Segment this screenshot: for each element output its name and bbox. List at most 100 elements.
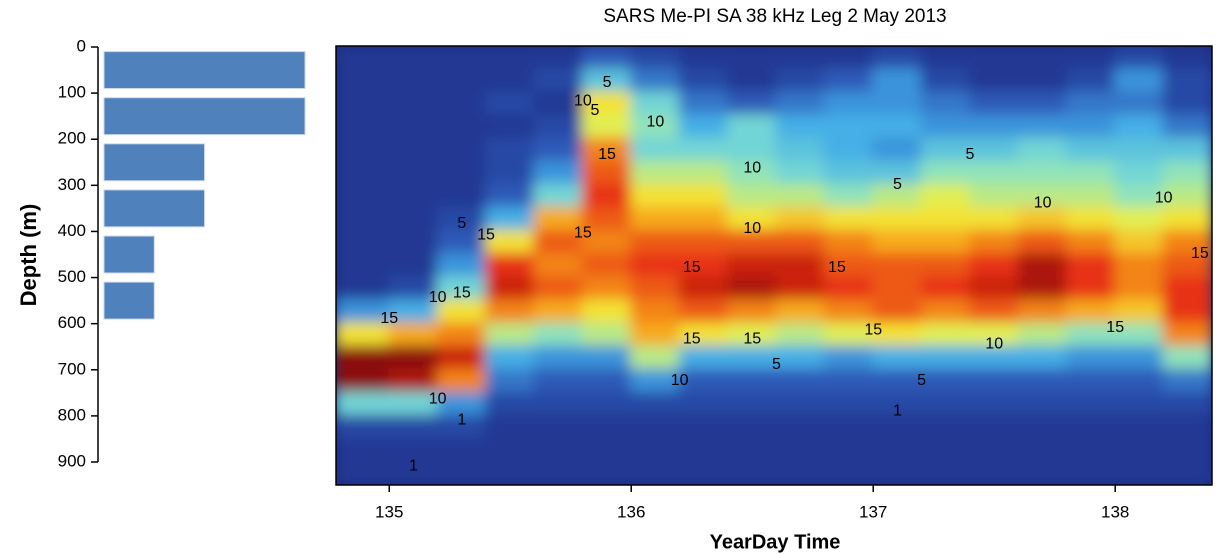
contour-label: 15 bbox=[743, 331, 761, 348]
heat-cell bbox=[1065, 68, 1117, 94]
heat-cell bbox=[1065, 322, 1117, 348]
heat-cell bbox=[336, 460, 391, 485]
heat-cell bbox=[920, 46, 972, 71]
heat-cell bbox=[630, 229, 681, 255]
heat-cell bbox=[823, 206, 875, 232]
heat-cell bbox=[1017, 206, 1068, 232]
heat-cell bbox=[485, 137, 536, 163]
heat-cell bbox=[1162, 276, 1212, 302]
heat-cell bbox=[1114, 183, 1165, 209]
heat-cell bbox=[678, 114, 730, 140]
heat-cell bbox=[485, 276, 536, 302]
heat-cell bbox=[581, 183, 633, 209]
heat-cell bbox=[630, 68, 681, 94]
heat-cell bbox=[436, 437, 488, 463]
heat-cell bbox=[485, 437, 536, 463]
heat-cell bbox=[775, 345, 826, 371]
x-tick-label: 135 bbox=[375, 502, 403, 521]
heat-cell bbox=[581, 345, 633, 371]
heat-cell bbox=[388, 183, 439, 209]
heat-cell bbox=[581, 160, 633, 186]
heat-cell bbox=[436, 68, 488, 94]
heat-cell bbox=[920, 229, 972, 255]
heat-cell bbox=[727, 68, 778, 94]
heat-cell bbox=[727, 414, 778, 440]
y-tick-label: 700 bbox=[58, 359, 86, 378]
heat-cell bbox=[630, 414, 681, 440]
heat-cell bbox=[969, 322, 1020, 348]
heat-cell bbox=[678, 460, 730, 485]
contour-label: 15 bbox=[598, 146, 616, 163]
heat-cell bbox=[678, 322, 730, 348]
heat-cell bbox=[336, 437, 391, 463]
heat-cell bbox=[630, 299, 681, 325]
heat-cell bbox=[920, 345, 972, 371]
heat-cell bbox=[1162, 460, 1212, 485]
contour-label: 10 bbox=[743, 160, 761, 177]
heat-cell bbox=[775, 437, 826, 463]
heat-cell bbox=[1114, 414, 1165, 440]
heat-cell bbox=[388, 368, 439, 394]
heat-cell bbox=[775, 460, 826, 485]
contour-label: 1 bbox=[893, 402, 902, 419]
bar bbox=[103, 97, 306, 136]
heat-cell bbox=[388, 68, 439, 94]
heat-cell bbox=[727, 391, 778, 417]
heat-cell bbox=[485, 299, 536, 325]
heat-cell bbox=[872, 437, 923, 463]
heat-cell bbox=[533, 345, 584, 371]
heat-cell bbox=[727, 252, 778, 279]
heat-cell bbox=[581, 368, 633, 394]
heat-cell bbox=[485, 322, 536, 348]
heat-cell bbox=[388, 437, 439, 463]
heat-cell bbox=[436, 322, 488, 348]
heat-cell bbox=[1114, 137, 1165, 163]
heat-cell bbox=[436, 229, 488, 255]
heat-cell bbox=[920, 322, 972, 348]
y-tick-label: 400 bbox=[58, 221, 86, 240]
heat-cell bbox=[436, 368, 488, 394]
heat-cell bbox=[727, 183, 778, 209]
bar bbox=[103, 51, 306, 89]
heat-cell bbox=[1162, 46, 1212, 71]
heat-cell bbox=[775, 229, 826, 255]
heat-cell bbox=[1114, 460, 1165, 485]
heat-cell bbox=[872, 137, 923, 163]
heat-cell bbox=[581, 414, 633, 440]
heat-cell bbox=[823, 437, 875, 463]
heat-cell bbox=[533, 368, 584, 394]
heat-cell bbox=[581, 391, 633, 417]
heat-cell bbox=[581, 252, 633, 279]
heat-cell bbox=[727, 276, 778, 302]
heat-cell bbox=[533, 137, 584, 163]
contour-label: 15 bbox=[380, 310, 398, 327]
heat-cell bbox=[336, 229, 391, 255]
heat-cell bbox=[969, 414, 1020, 440]
heat-cell bbox=[920, 414, 972, 440]
heat-cell bbox=[1114, 252, 1165, 279]
heat-cell bbox=[1017, 322, 1068, 348]
heat-cell bbox=[336, 276, 391, 302]
heat-cell bbox=[581, 137, 633, 163]
heat-cell bbox=[1017, 137, 1068, 163]
heat-cell bbox=[336, 160, 391, 186]
heat-cell bbox=[823, 276, 875, 302]
heat-cell bbox=[533, 160, 584, 186]
heat-cell bbox=[630, 252, 681, 279]
heat-cell bbox=[775, 68, 826, 94]
heat-cell bbox=[336, 91, 391, 117]
heat-cell bbox=[1114, 114, 1165, 140]
heat-cell bbox=[436, 460, 488, 485]
heat-cell bbox=[775, 46, 826, 71]
heat-cell bbox=[1017, 68, 1068, 94]
heat-cell bbox=[727, 114, 778, 140]
heat-cell bbox=[1162, 68, 1212, 94]
heat-cell bbox=[1065, 252, 1117, 279]
bar bbox=[103, 281, 155, 320]
heat-cell bbox=[969, 114, 1020, 140]
heat-cell bbox=[678, 183, 730, 209]
heat-cell bbox=[969, 368, 1020, 394]
heat-cell bbox=[1114, 299, 1165, 325]
heat-cell bbox=[775, 391, 826, 417]
x-tick-label: 138 bbox=[1101, 502, 1129, 521]
